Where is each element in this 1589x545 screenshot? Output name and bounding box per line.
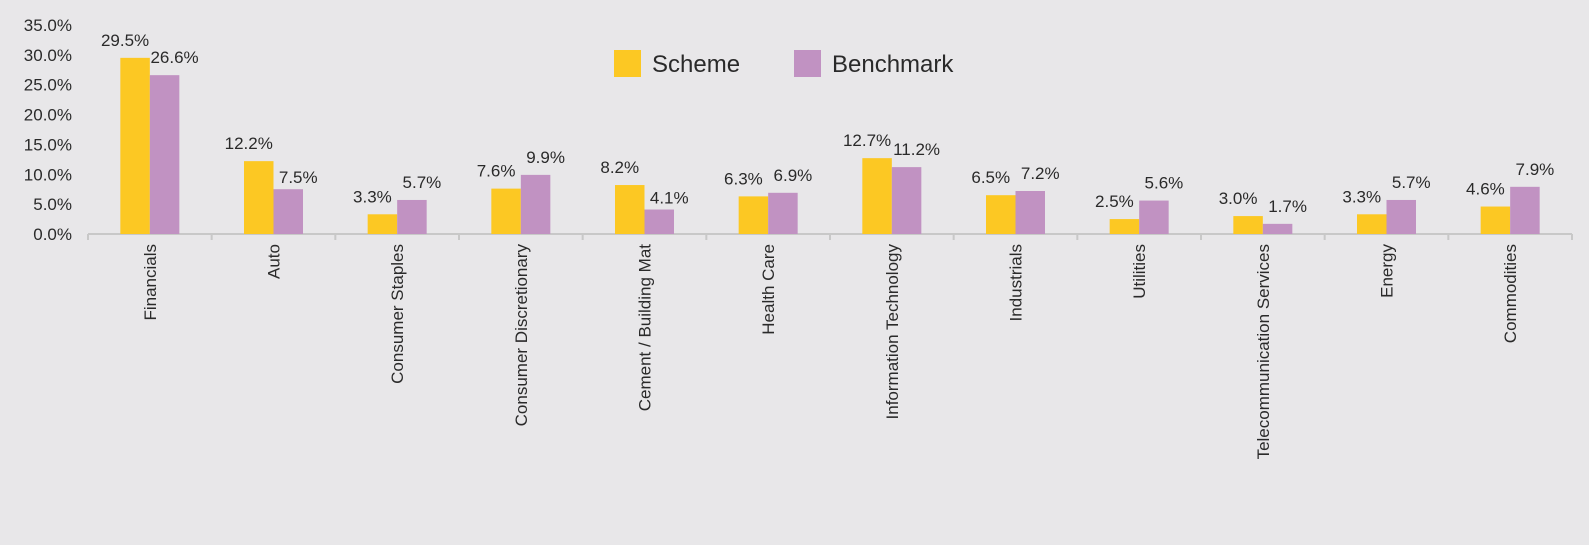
data-label-scheme: 7.6%	[477, 162, 516, 181]
x-category-label: Commodities	[1501, 244, 1520, 343]
bar-scheme	[738, 196, 769, 234]
bar-scheme	[862, 158, 892, 234]
x-category-label: Industrials	[1007, 244, 1026, 321]
bar-benchmark	[1262, 223, 1293, 234]
data-label-scheme: 6.3%	[724, 169, 763, 188]
data-label-benchmark: 5.6%	[1145, 174, 1184, 193]
data-label-scheme: 3.0%	[1219, 189, 1258, 208]
data-label-benchmark: 26.6%	[150, 48, 198, 67]
data-label-benchmark: 9.9%	[526, 148, 565, 167]
bar-benchmark	[1386, 199, 1416, 234]
x-category-label: Telecommunication Services	[1254, 244, 1273, 459]
bar-scheme	[120, 57, 150, 234]
bar-benchmark	[273, 189, 303, 234]
y-tick-label: 30.0%	[24, 46, 72, 65]
data-label-benchmark: 1.7%	[1268, 197, 1307, 216]
bar-benchmark	[1510, 186, 1540, 234]
bar-scheme	[491, 188, 521, 234]
x-category-label: Consumer Staples	[388, 244, 407, 384]
legend-swatch-scheme	[614, 50, 641, 77]
data-label-benchmark: 5.7%	[403, 173, 442, 192]
data-label-scheme: 2.5%	[1095, 192, 1134, 211]
data-label-benchmark: 7.5%	[279, 168, 318, 187]
bar-scheme	[1480, 206, 1511, 234]
x-category-label: Financials	[141, 244, 160, 321]
x-category-label: Auto	[265, 244, 284, 279]
bar-scheme	[986, 195, 1016, 234]
bar-scheme	[1357, 214, 1387, 234]
bar-scheme	[367, 214, 398, 234]
data-label-benchmark: 7.2%	[1021, 164, 1060, 183]
data-label-scheme: 29.5%	[101, 31, 149, 50]
bar-scheme	[1109, 219, 1140, 234]
legend-swatch-benchmark	[794, 50, 821, 77]
data-label-scheme: 3.3%	[1342, 187, 1381, 206]
bar-scheme	[244, 161, 274, 234]
x-category-label: Consumer Discretionary	[512, 244, 531, 427]
data-label-benchmark: 7.9%	[1516, 160, 1555, 179]
bar-benchmark	[520, 174, 551, 234]
legend-label-scheme: Scheme	[652, 51, 740, 78]
bar-benchmark	[891, 167, 922, 234]
x-category-label: Utilities	[1130, 244, 1149, 299]
y-tick-label: 35.0%	[24, 16, 72, 35]
legend-label-benchmark: Benchmark	[832, 51, 954, 78]
data-label-scheme: 12.2%	[225, 134, 273, 153]
bar-benchmark	[1015, 191, 1045, 234]
data-label-scheme: 12.7%	[843, 131, 891, 150]
data-label-benchmark: 11.2%	[893, 140, 940, 159]
y-tick-label: 25.0%	[24, 76, 72, 95]
bar-benchmark	[1139, 200, 1169, 234]
y-tick-label: 20.0%	[24, 106, 72, 125]
data-label-scheme: 6.5%	[971, 168, 1010, 187]
bar-benchmark	[149, 75, 180, 234]
x-category-label: Health Care	[759, 244, 778, 335]
y-tick-label: 10.0%	[24, 165, 72, 184]
x-category-label: Information Technology	[883, 244, 902, 420]
bar-benchmark	[768, 192, 798, 234]
data-label-benchmark: 4.1%	[650, 189, 689, 208]
data-label-benchmark: 6.9%	[774, 166, 813, 185]
y-tick-label: 15.0%	[24, 135, 72, 154]
x-category-label: Cement / Building Mat	[636, 244, 655, 412]
bar-scheme	[615, 185, 645, 234]
data-label-scheme: 3.3%	[353, 187, 392, 206]
data-label-scheme: 4.6%	[1466, 180, 1505, 199]
data-label-benchmark: 5.7%	[1392, 173, 1431, 192]
data-label-scheme: 8.2%	[600, 158, 639, 177]
bar-scheme	[1233, 216, 1263, 234]
y-tick-label: 0.0%	[33, 225, 72, 244]
bar-benchmark	[397, 199, 427, 234]
bar-benchmark	[644, 209, 674, 234]
y-tick-label: 5.0%	[33, 195, 72, 214]
x-category-label: Energy	[1378, 244, 1397, 298]
